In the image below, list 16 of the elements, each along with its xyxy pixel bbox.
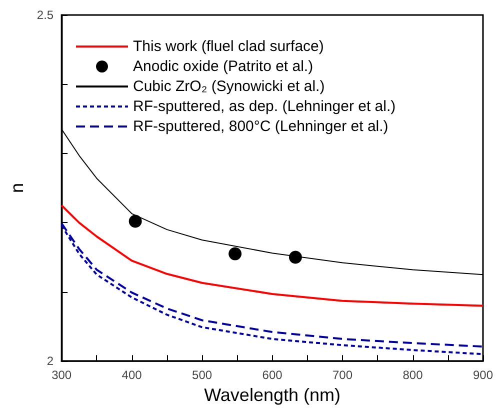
y-tick-label: 2.5 (36, 8, 54, 22)
y-axis-title: n (7, 183, 27, 194)
x-tick-label: 700 (332, 368, 353, 382)
x-tick-label: 600 (262, 368, 283, 382)
legend-label: Anodic oxide (Patrito et al.) (133, 58, 314, 75)
x-tick-label: 400 (122, 368, 142, 382)
legend-label: Cubic ZrO₂ (Synowicki et al.) (133, 78, 325, 95)
x-tick-label: 300 (52, 368, 72, 382)
x-axis-title: Wavelength (nm) (204, 385, 340, 405)
legend-label: RF-sputtered, 800°C (Lehninger et al.) (133, 118, 388, 135)
x-tick-label: 900 (472, 368, 494, 382)
y-tick-label: 2 (46, 354, 54, 368)
x-tick-label: 800 (402, 368, 424, 382)
legend-label: This work (fluel clad surface) (133, 38, 324, 55)
x-tick-label: 500 (192, 368, 212, 382)
legend-label: RF-sputtered, as dep. (Lehninger et al.) (133, 98, 396, 115)
